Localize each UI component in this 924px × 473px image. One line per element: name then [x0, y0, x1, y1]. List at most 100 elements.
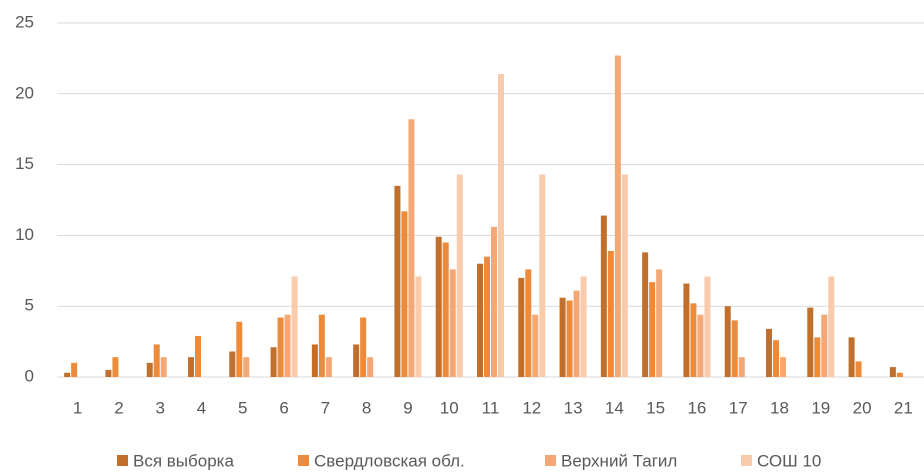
bar — [188, 357, 194, 377]
x-tick-label: 16 — [687, 398, 706, 417]
legend-label: Вся выборка — [133, 451, 234, 470]
x-tick-label: 3 — [155, 398, 164, 417]
legend-label: Свердловская обл. — [314, 451, 465, 470]
bar — [64, 372, 71, 377]
bar — [277, 317, 284, 377]
bar — [766, 328, 772, 377]
bar — [353, 344, 360, 377]
bar — [160, 357, 167, 377]
legend-swatch — [298, 455, 309, 466]
legend-swatch — [545, 455, 556, 466]
x-tick-label: 12 — [522, 398, 541, 417]
bar — [683, 283, 690, 377]
x-tick-label: 20 — [853, 398, 872, 417]
bar — [146, 362, 153, 377]
bar — [559, 297, 566, 377]
x-tick-label: 10 — [440, 398, 459, 417]
bar — [195, 335, 201, 377]
x-tick-label: 13 — [564, 398, 583, 417]
x-tick-label: 17 — [729, 398, 748, 417]
bar — [896, 372, 903, 377]
bar — [532, 314, 539, 377]
bar — [573, 290, 580, 377]
bar — [408, 119, 415, 378]
bar — [690, 303, 697, 377]
bar — [566, 300, 573, 377]
bar — [484, 256, 490, 377]
bar — [394, 185, 401, 377]
bar — [360, 317, 367, 377]
bar — [724, 306, 731, 377]
bar — [236, 321, 243, 377]
legend-label: Верхний Тагил — [561, 451, 677, 470]
x-tick-label: 9 — [403, 398, 412, 417]
x-tick-label: 8 — [362, 398, 371, 417]
legend-swatch — [117, 455, 128, 466]
bar — [415, 276, 422, 377]
bar — [153, 344, 160, 377]
bar — [270, 347, 277, 377]
bar — [318, 314, 325, 377]
x-tick-label: 5 — [238, 398, 247, 417]
y-tick-label: 20 — [15, 83, 34, 102]
bar — [498, 73, 504, 377]
bar — [807, 307, 814, 377]
x-tick-label: 15 — [646, 398, 665, 417]
bar — [600, 215, 607, 377]
y-tick-label: 5 — [25, 296, 34, 315]
y-tick-label: 0 — [25, 366, 34, 385]
bar — [112, 357, 119, 377]
bar — [607, 250, 614, 377]
bar — [311, 344, 318, 377]
x-tick-label: 6 — [279, 398, 288, 417]
bar — [243, 357, 250, 377]
x-tick-label: 2 — [114, 398, 123, 417]
legend-swatch — [741, 455, 752, 466]
bar — [491, 226, 497, 377]
bar — [889, 367, 896, 377]
y-tick-label: 10 — [15, 225, 34, 244]
bar — [449, 269, 456, 377]
y-tick-label: 15 — [15, 154, 34, 173]
bar — [435, 236, 442, 377]
bar — [539, 174, 546, 377]
bar — [71, 362, 78, 377]
legend-label: СОШ 10 — [757, 451, 821, 470]
bar — [848, 337, 855, 377]
bar — [525, 269, 532, 377]
x-tick-label: 11 — [482, 398, 500, 417]
bar — [780, 357, 786, 377]
x-tick-label: 1 — [73, 398, 82, 417]
bar — [229, 351, 236, 377]
bar — [773, 340, 779, 377]
bar — [621, 174, 628, 377]
bar — [291, 276, 298, 377]
bar — [821, 314, 828, 377]
bar — [642, 252, 649, 377]
bar — [697, 314, 704, 377]
bar — [325, 357, 332, 377]
x-tick-label: 14 — [605, 398, 624, 417]
bar — [738, 357, 745, 377]
bar — [855, 361, 862, 377]
bar — [814, 337, 821, 377]
bar — [105, 369, 112, 377]
x-tick-label: 19 — [811, 398, 830, 417]
bar — [828, 276, 835, 377]
x-tick-label: 21 — [894, 398, 913, 417]
bar — [442, 242, 449, 377]
bar — [580, 276, 587, 377]
x-tick-label: 18 — [770, 398, 789, 417]
y-tick-label: 25 — [15, 12, 34, 31]
bar — [367, 357, 374, 377]
bar — [456, 174, 463, 377]
bar — [614, 55, 621, 378]
bar — [731, 320, 738, 377]
bar — [656, 269, 663, 377]
bar — [704, 276, 711, 377]
bar — [401, 211, 408, 377]
bar — [649, 282, 656, 377]
bar — [518, 277, 525, 377]
bar — [477, 263, 483, 377]
